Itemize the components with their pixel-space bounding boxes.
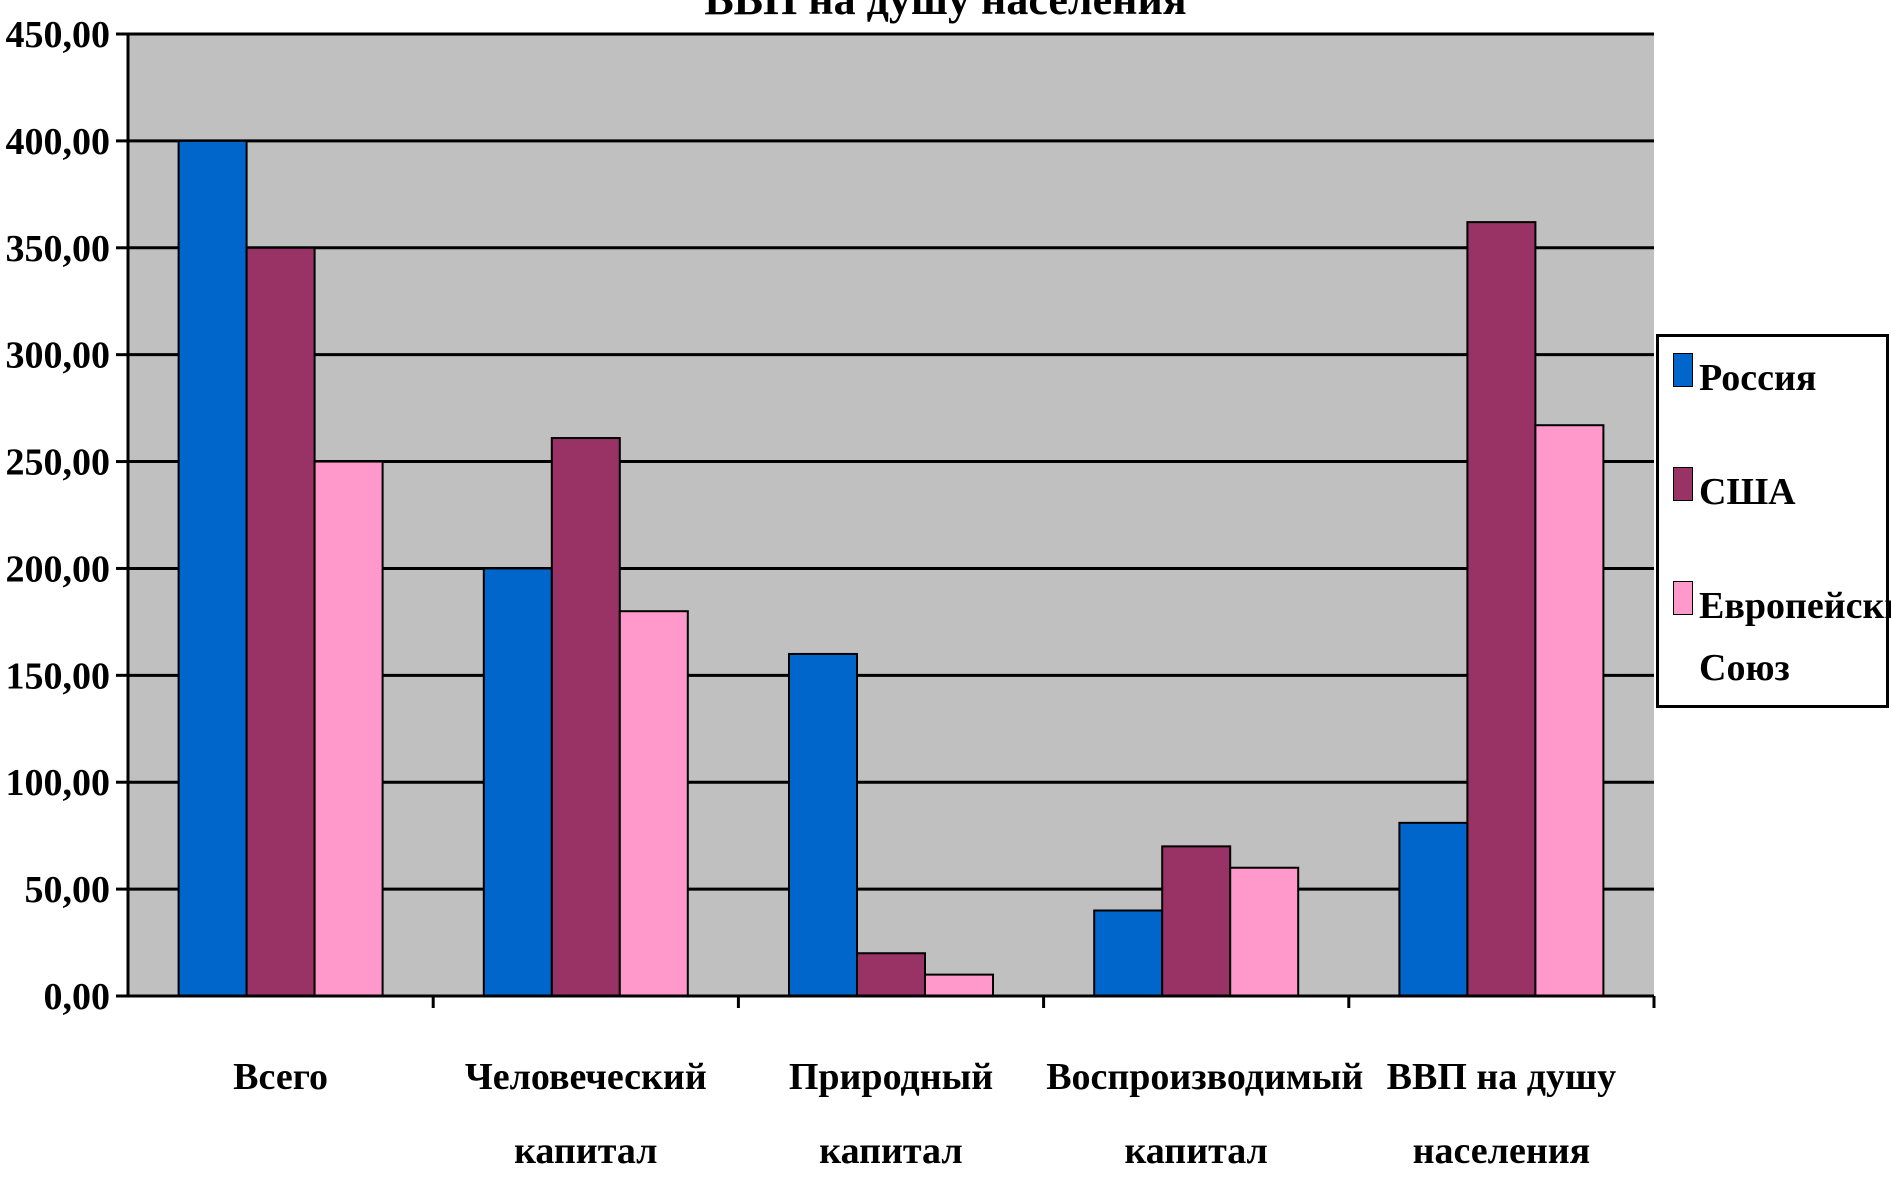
bar-eu [924,973,994,997]
legend-swatch-usa [1673,467,1693,501]
x-category-label: ВВП на душу населения [1386,1056,1617,1172]
legend-swatch-russia [1673,353,1693,387]
legend-item-eu: Европейский Союз [1673,575,1891,699]
chart-legend: Россия США Европейский Союз [1656,334,1891,708]
bar-usa [1161,845,1232,997]
x-category-label: Природный капитал [788,1056,994,1172]
bar-russia [1093,909,1164,997]
chart-title: ВВП на душу населения [0,0,1891,25]
bar-usa [245,246,316,997]
y-tick-label: 150,00 [6,655,111,697]
bar-russia [177,139,248,997]
bar-usa [1466,221,1537,997]
y-tick-label: 100,00 [6,762,111,804]
bar-eu [1229,866,1300,997]
x-category-label: Воспроизводимый капитал [1046,1056,1364,1172]
y-tick-label: 0,00 [44,976,111,1018]
bar-eu [618,610,689,997]
bar-eu [1534,424,1605,998]
bar-usa [550,437,621,998]
y-tick-label: 400,00 [6,121,111,163]
y-tick-label: 200,00 [6,548,111,590]
bar-usa [856,952,926,997]
bar-russia [1398,821,1469,998]
bar-russia [482,567,553,997]
x-category-label: Всего [233,1056,329,1098]
y-tick-label: 450,00 [6,14,111,56]
legend-label-russia: Россия [1699,357,1817,399]
legend-label-usa: США [1699,471,1796,513]
legend-label-eu: Европейский Союз [1699,585,1891,689]
y-tick-label: 350,00 [6,228,111,270]
legend-item-russia: Россия [1673,347,1816,409]
bar-eu [313,460,384,997]
legend-item-usa: США [1673,461,1796,523]
y-tick-label: 50,00 [25,869,111,911]
y-tick-label: 300,00 [6,335,111,377]
bar-russia [788,652,858,997]
y-tick-label: 250,00 [6,442,111,484]
x-category-label: Человеческий капитал [464,1056,707,1172]
legend-swatch-eu [1673,581,1693,615]
